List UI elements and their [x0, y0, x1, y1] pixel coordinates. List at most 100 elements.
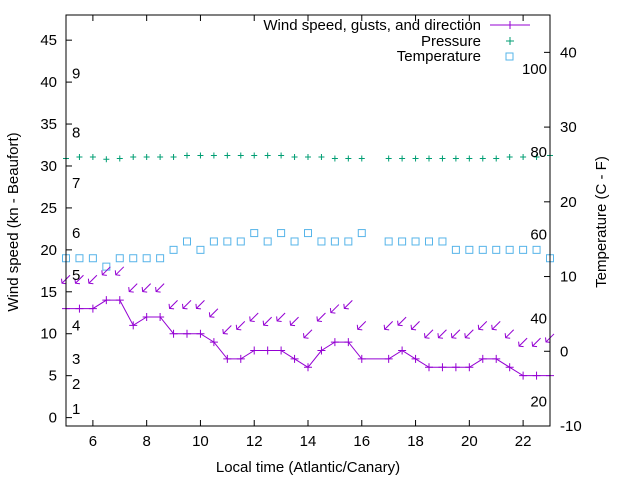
y-tick-label: 5 [49, 368, 57, 385]
gust-arrowhead [329, 308, 336, 314]
gust-arrowhead [518, 341, 524, 348]
pressure-point [305, 153, 311, 160]
fahrenheit-label: 20 [530, 393, 547, 410]
legend-label-pressure: Pressure [421, 33, 481, 50]
gust-direction-arrow [115, 266, 125, 276]
wind-speed-point [330, 338, 339, 347]
wind-speed-point [465, 363, 474, 372]
pressure-point [520, 153, 527, 160]
temperature-point [236, 237, 245, 246]
x-tick-label: 10 [192, 433, 209, 450]
pressure-point [466, 155, 473, 162]
gust-direction-arrow [491, 320, 501, 330]
wind-speed-point [129, 321, 138, 330]
pressure-point [385, 155, 392, 162]
gust-direction-arrow [142, 283, 152, 292]
gust-direction-arrow [384, 320, 394, 330]
gust-direction-arrow [249, 312, 259, 322]
temperature-point [411, 237, 420, 246]
pressure-point [210, 152, 217, 159]
wind-speed-point [425, 363, 433, 372]
pressure-point [116, 155, 123, 162]
wind-speed-point [411, 354, 420, 363]
gust-direction-arrow [478, 320, 488, 330]
beaufort-label: 5 [72, 267, 80, 284]
gust-arrowhead [356, 324, 363, 331]
temperature-point [183, 237, 191, 246]
gust-direction-arrow [438, 329, 447, 339]
temperature-point [317, 237, 326, 246]
y2-tick-label: 20 [560, 194, 577, 211]
x-tick-label: 12 [246, 433, 263, 450]
fahrenheit-label: 60 [530, 227, 547, 244]
temperature-point [465, 245, 474, 254]
gust-arrowhead [141, 287, 148, 293]
wind-speed-point [277, 346, 286, 355]
gust-arrowhead [276, 316, 282, 322]
gust-arrowhead [114, 270, 121, 276]
temperature-point [304, 229, 312, 238]
y-tick-label: 20 [40, 242, 57, 259]
temperature-point [478, 245, 487, 254]
wind-speed-point [384, 354, 393, 363]
wind-speed-point [88, 304, 97, 313]
gust-direction-arrow [169, 300, 178, 309]
pressure-point [452, 155, 459, 162]
gust-direction-arrow [357, 320, 367, 330]
pressure-point [426, 155, 432, 162]
gust-direction-arrow [451, 329, 461, 339]
pressure-point [170, 153, 177, 160]
legend-label-wind: Wind speed, gusts, and direction [263, 17, 481, 34]
temperature-point [438, 237, 447, 246]
pressure-point [157, 153, 164, 160]
beaufort-label: 1 [72, 401, 80, 418]
gust-arrowhead [410, 324, 417, 331]
y-tick-label: 40 [40, 74, 57, 91]
pressure-point [143, 153, 150, 160]
temperature-point [169, 245, 178, 254]
y2-axis-title: Temperature (C - F) [593, 156, 610, 288]
gust-arrowhead [155, 287, 161, 293]
gust-arrowhead [545, 337, 551, 343]
wind-speed-point [505, 363, 514, 372]
wind-speed-point [519, 371, 528, 380]
wind-speed-point [142, 312, 151, 321]
temperature-point [384, 237, 393, 246]
gust-direction-arrow [263, 316, 273, 326]
gust-direction-arrow [75, 274, 84, 284]
gust-direction-arrow [196, 300, 205, 309]
wind-speed-point [169, 329, 178, 338]
beaufort-label: 4 [72, 317, 80, 334]
temperature-point [250, 229, 259, 238]
temperature-point [263, 237, 272, 246]
gust-arrowhead [195, 303, 201, 310]
gust-arrowhead [249, 316, 255, 322]
wind-speed-point [156, 312, 165, 321]
gust-arrowhead [437, 333, 443, 339]
pressure-point [345, 155, 352, 162]
legend-marker-pressure [506, 37, 514, 45]
y-tick-label: 30 [40, 158, 57, 175]
pressure-point [251, 152, 258, 159]
temperature-point [451, 245, 460, 254]
wind-speed-point [317, 346, 326, 355]
wind-speed-point [438, 363, 447, 372]
gust-direction-arrow [182, 300, 192, 309]
y-tick-label: 15 [40, 284, 57, 301]
pressure-point [264, 152, 271, 159]
legend-marker-wind [506, 21, 514, 29]
gust-arrowhead [303, 333, 309, 339]
gust-arrowhead [316, 316, 322, 322]
x-tick-label: 16 [353, 433, 370, 450]
pressure-point [184, 152, 190, 159]
pressure-point [237, 152, 244, 159]
temperature-point [492, 245, 501, 254]
gust-direction-arrow [343, 300, 353, 309]
pressure-point [291, 153, 298, 160]
gust-direction-arrow [464, 329, 474, 339]
gust-direction-arrow [88, 274, 98, 284]
legend-marker-temperature [505, 52, 514, 61]
gust-arrowhead [61, 278, 67, 285]
gust-arrowhead [531, 341, 538, 348]
